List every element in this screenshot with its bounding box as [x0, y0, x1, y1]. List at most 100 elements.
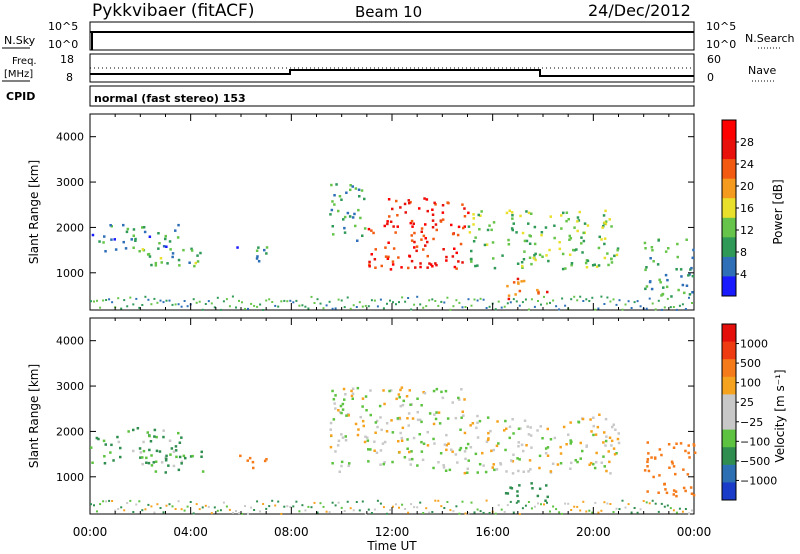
data-cell	[398, 450, 401, 454]
speckle-mark	[328, 300, 331, 303]
data-cell	[601, 226, 604, 229]
data-cell	[606, 252, 609, 255]
data-cell	[607, 450, 610, 453]
data-cell	[504, 448, 507, 452]
data-cell	[521, 231, 525, 235]
data-cell	[442, 466, 446, 469]
data-cell	[196, 254, 199, 257]
cpid-panel: CPID normal (fast stereo) 153	[6, 85, 695, 107]
data-cell	[160, 261, 163, 264]
data-cell	[546, 427, 549, 431]
data-cell	[507, 297, 511, 301]
data-cell	[616, 248, 619, 252]
data-cell	[336, 444, 340, 447]
data-cell	[529, 468, 532, 471]
data-cell	[162, 245, 166, 248]
speckle-mark	[398, 506, 400, 509]
speckle-mark	[633, 301, 636, 304]
data-cell	[646, 460, 649, 464]
data-cell	[344, 435, 347, 438]
speckle-mark	[555, 508, 558, 511]
data-cell	[445, 255, 448, 259]
speckle-mark	[241, 512, 243, 515]
data-cell	[576, 460, 579, 464]
data-cell	[613, 254, 616, 258]
data-cell	[657, 239, 660, 242]
data-cell	[569, 467, 572, 470]
data-cell	[177, 258, 181, 262]
speckle-mark	[235, 510, 237, 512]
data-cell	[617, 432, 620, 435]
freq-unit: [MHz]	[4, 69, 33, 80]
colorbar-tick-label: 1000	[740, 338, 768, 351]
speckle-mark	[322, 505, 325, 508]
data-cell	[180, 460, 184, 463]
speckle-mark	[177, 500, 180, 503]
data-cell	[493, 266, 497, 270]
speckle-mark	[660, 308, 663, 311]
speckle-mark	[201, 308, 204, 311]
speckle-mark	[198, 300, 201, 303]
data-cell	[687, 451, 690, 455]
data-cell	[675, 268, 678, 271]
speckle-mark	[120, 506, 123, 509]
data-cell	[138, 447, 142, 450]
speckle-mark	[307, 307, 310, 310]
speckle-mark	[346, 500, 349, 503]
velocity-axes: 1000 2000 3000 4000	[56, 318, 695, 514]
data-cell	[589, 418, 592, 421]
data-cell	[603, 221, 606, 224]
data-cell	[414, 266, 417, 269]
speckle-mark	[171, 505, 174, 508]
data-cell	[420, 420, 423, 424]
data-cell	[518, 289, 522, 293]
data-cell	[378, 404, 382, 408]
data-cell	[610, 444, 613, 447]
data-cell	[523, 250, 526, 253]
data-cell	[680, 275, 683, 278]
data-cell	[519, 214, 522, 218]
speckle-mark	[328, 511, 331, 514]
data-cell	[463, 215, 467, 218]
data-cell	[540, 233, 543, 237]
data-cell	[426, 209, 429, 213]
data-cell	[154, 470, 158, 473]
speckle-mark	[298, 510, 301, 513]
data-cell	[467, 459, 470, 462]
data-cell	[600, 238, 603, 241]
data-cell	[407, 266, 410, 270]
data-cell	[416, 397, 419, 400]
speckle-mark	[485, 307, 488, 309]
data-cell	[386, 222, 389, 226]
data-cell	[366, 436, 369, 439]
data-cell	[569, 442, 572, 445]
speckle-mark	[144, 508, 147, 511]
data-cell	[462, 226, 465, 230]
speckle-mark	[446, 296, 449, 299]
data-cell	[424, 223, 427, 226]
data-cell	[579, 441, 582, 445]
data-cell	[608, 460, 611, 464]
data-cell	[182, 454, 186, 458]
data-cell	[375, 451, 379, 454]
data-cell	[399, 431, 402, 435]
data-cell	[444, 469, 448, 472]
data-cell	[537, 290, 540, 294]
data-cell	[582, 231, 585, 235]
data-cell	[474, 264, 477, 268]
speckle-mark	[225, 298, 228, 301]
speckle-mark	[597, 511, 600, 514]
speckle-mark	[398, 301, 400, 304]
data-cell	[602, 225, 605, 228]
data-cell	[691, 291, 694, 294]
data-cell	[177, 223, 180, 227]
data-cell	[373, 258, 377, 261]
colorbar-segment	[722, 256, 736, 277]
speckle-mark	[678, 304, 681, 307]
speckle-mark	[606, 502, 609, 505]
data-cell	[432, 237, 435, 241]
data-cell	[492, 221, 496, 224]
data-cell	[456, 461, 459, 464]
data-cell	[545, 484, 548, 487]
data-cell	[146, 431, 149, 434]
